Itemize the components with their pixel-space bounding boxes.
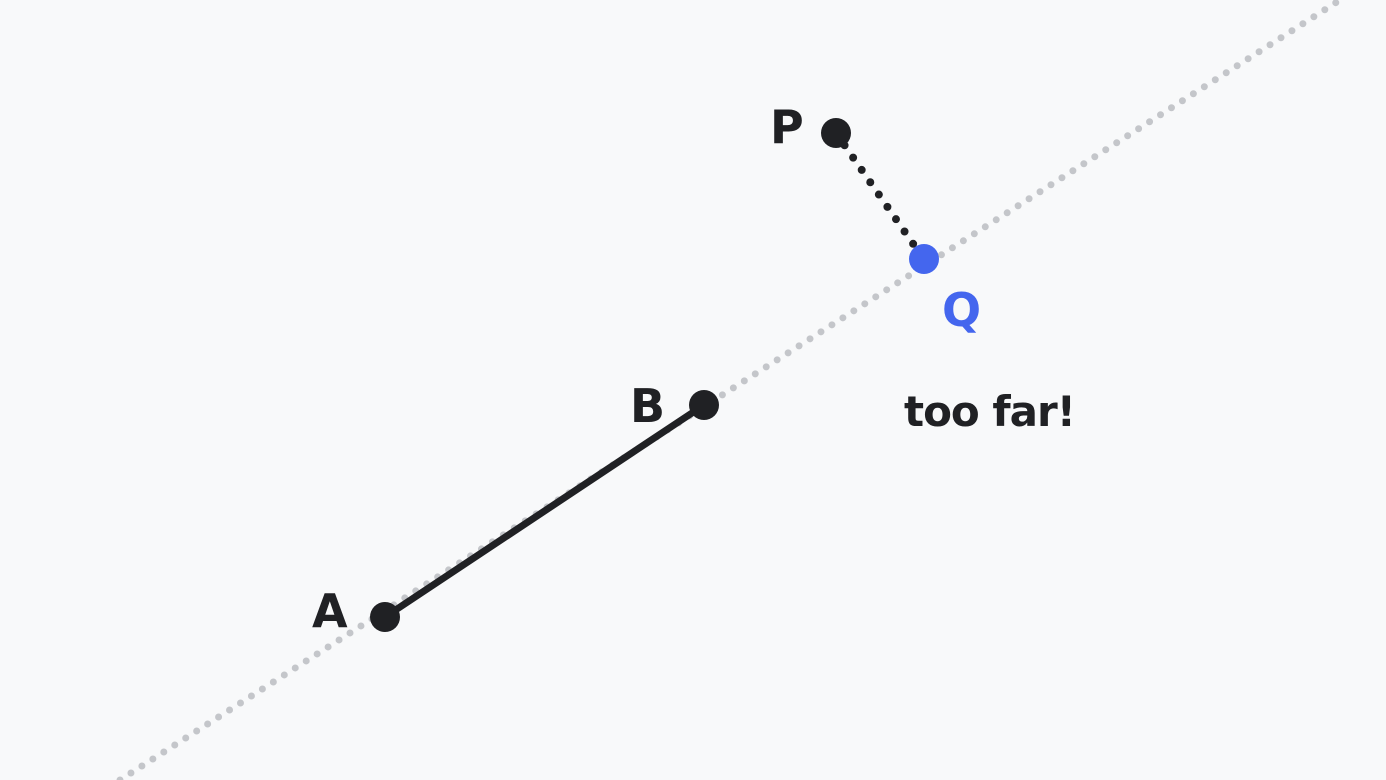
- label-p: P: [770, 100, 804, 154]
- point-b[interactable]: [689, 390, 719, 420]
- perpendicular-pq: [832, 129, 927, 262]
- label-q: Q: [942, 283, 981, 337]
- extended-line: [116, 0, 1344, 780]
- annotation-too-far: too far!: [904, 387, 1075, 436]
- point-a[interactable]: [370, 602, 400, 632]
- point-q[interactable]: [909, 244, 939, 274]
- segment-ab: [381, 401, 708, 621]
- label-b: B: [630, 379, 665, 433]
- point-p[interactable]: [821, 118, 851, 148]
- label-a: A: [312, 584, 348, 638]
